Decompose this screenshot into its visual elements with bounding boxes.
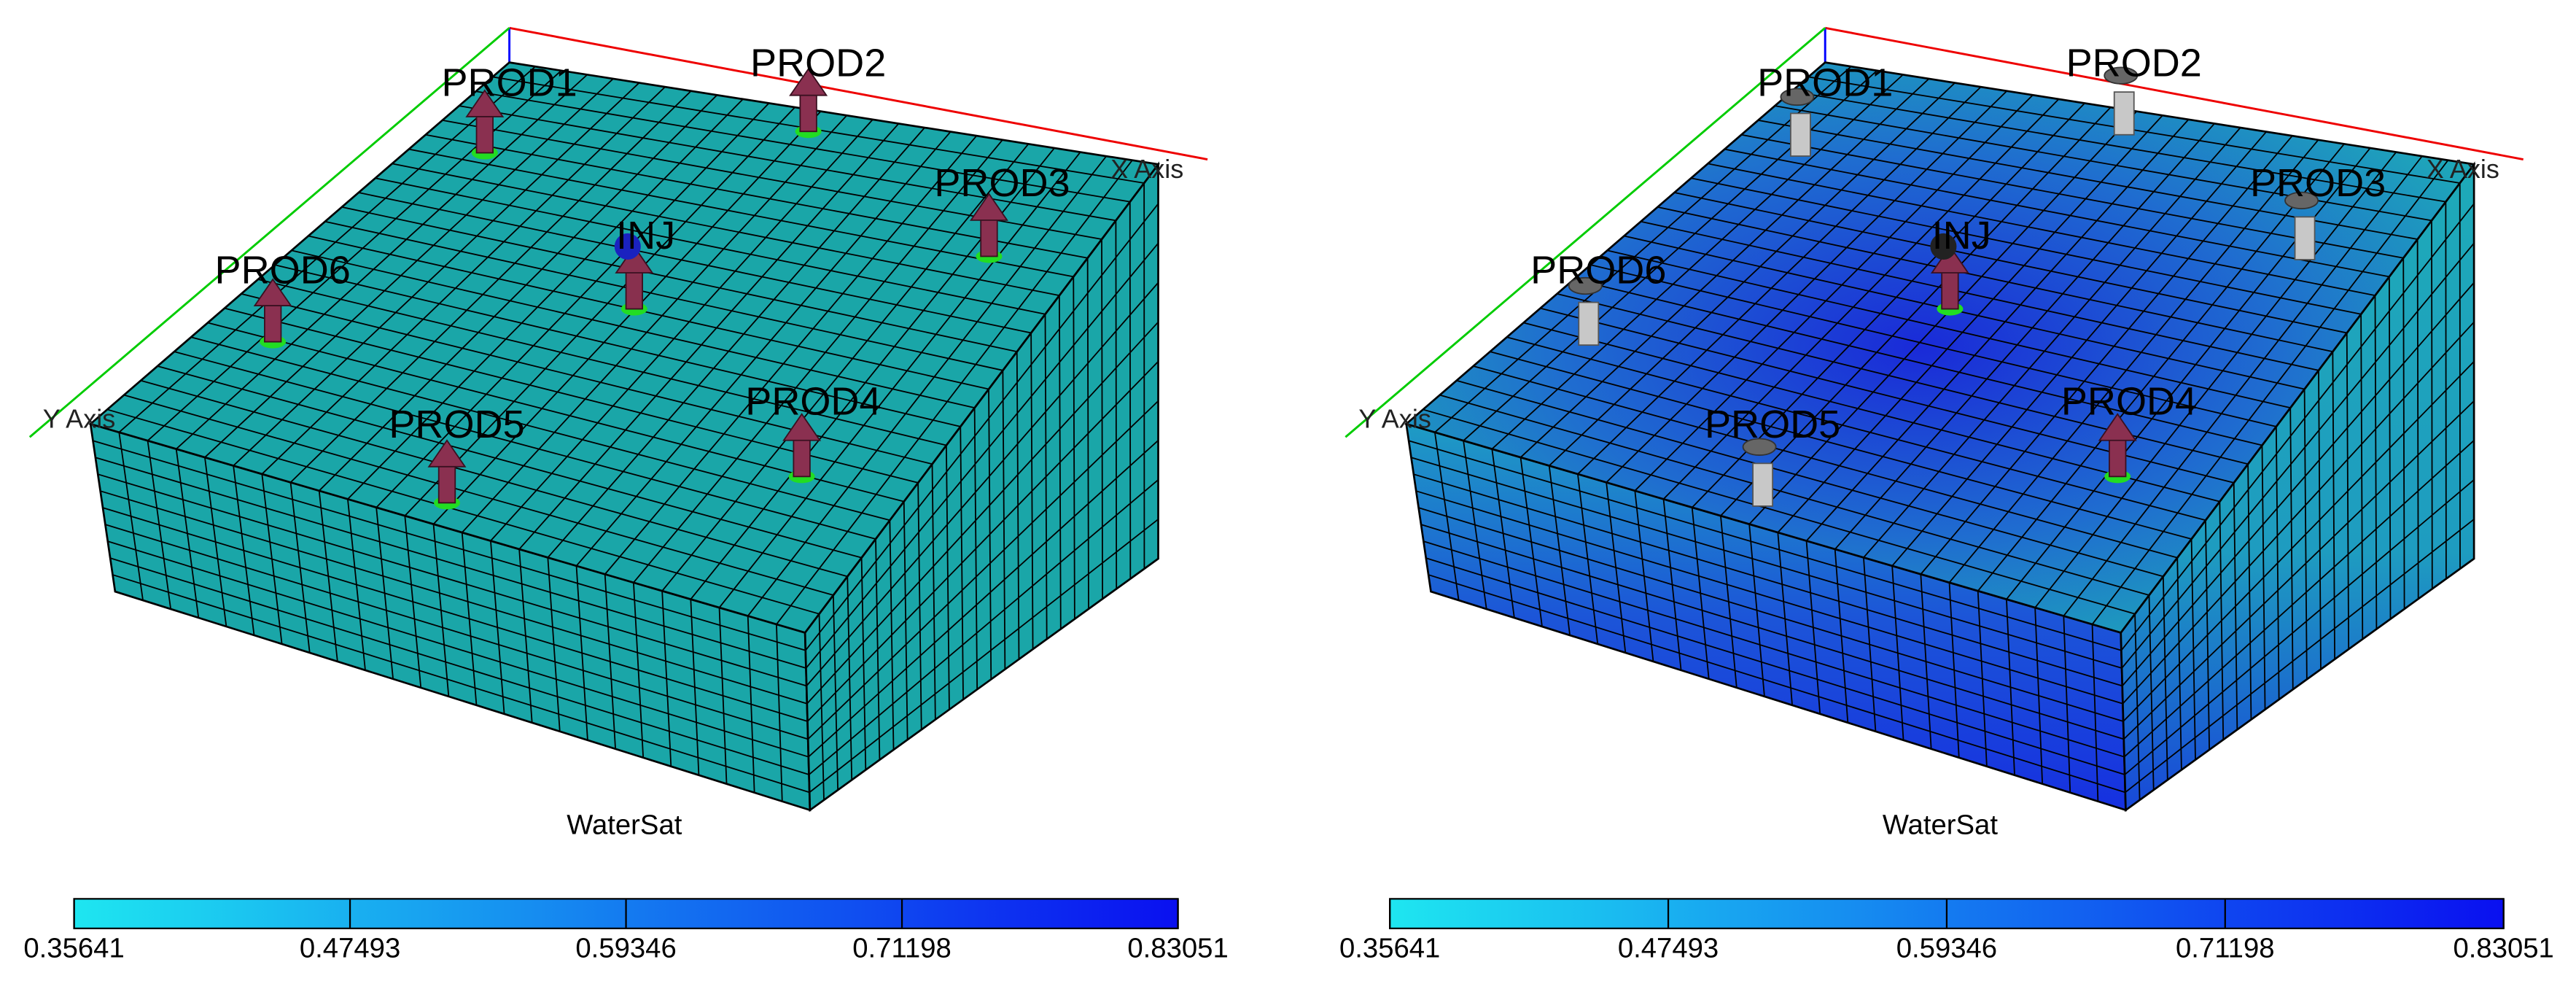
well-arrow xyxy=(427,439,467,468)
x-axis-line xyxy=(509,26,1208,160)
well-label: PROD1 xyxy=(441,61,577,104)
well-head xyxy=(614,233,641,260)
grid-lines xyxy=(805,182,1159,800)
well-arrow xyxy=(615,245,654,274)
well-label: PROD3 xyxy=(2250,161,2386,205)
colorbar-title: WaterSat xyxy=(1883,809,1998,840)
panel: X Axis Y Axis PROD1 PROD2 PROD3 INJ PROD6 PROD5… xyxy=(1339,26,2554,963)
x-axis-label: X Axis xyxy=(1110,154,1183,184)
colorbar-tick-label: 0.47493 xyxy=(1618,932,1719,963)
grid-lines xyxy=(93,432,810,802)
colorbar-title: WaterSat xyxy=(567,809,682,840)
well-pipe xyxy=(1789,112,1811,157)
well-arrow xyxy=(1930,245,1969,274)
well-arrow xyxy=(253,278,292,306)
colorbar-tick-label: 0.83051 xyxy=(2453,932,2553,963)
well-shaft xyxy=(625,268,643,310)
well-shaft xyxy=(475,112,494,154)
well-label: INJ xyxy=(616,214,675,257)
well-shaft xyxy=(264,301,282,343)
grid-lines xyxy=(106,66,1145,625)
well-arrow xyxy=(465,89,505,117)
well-shaft xyxy=(793,436,811,478)
well-arrow xyxy=(789,68,828,96)
well-label: PROD6 xyxy=(1530,248,1666,292)
well-arrow xyxy=(969,193,1008,221)
well-label: PROD4 xyxy=(745,380,881,424)
y-axis-line xyxy=(28,27,510,438)
y-axis-line xyxy=(1345,27,1826,438)
well-shaft xyxy=(437,462,456,504)
colorbar-tick-label: 0.71198 xyxy=(2176,932,2275,963)
grid-lines xyxy=(1408,432,2126,802)
well-label: PROD1 xyxy=(1757,61,1893,104)
colorbar-tick-label: 0.59346 xyxy=(575,932,676,963)
well-label: PROD5 xyxy=(389,403,524,446)
well-label: PROD3 xyxy=(934,161,1070,205)
panel: X Axis Y Axis PROD1 PROD2 PROD3 INJ PROD6 PROD5… xyxy=(23,26,1229,963)
colorbar-tick-label: 0.83051 xyxy=(1127,932,1228,963)
colorbar-tick-label: 0.71198 xyxy=(852,932,952,963)
colorbar-tick-label: 0.35641 xyxy=(1339,932,1440,963)
well-label: PROD4 xyxy=(2061,380,2197,424)
well-shaft xyxy=(1941,268,1959,310)
x-axis-label: X Axis xyxy=(2427,154,2499,184)
y-axis-label: Y Axis xyxy=(1358,403,1431,433)
y-axis-label: Y Axis xyxy=(43,403,115,433)
well-pipe xyxy=(1752,462,1774,507)
well-arrow xyxy=(782,413,822,441)
well-cap xyxy=(2284,191,2319,210)
well-label: INJ xyxy=(1932,214,1991,257)
colorbar-tick-label: 0.35641 xyxy=(23,932,124,963)
well-label: PROD5 xyxy=(1705,403,1840,446)
colorbar-tick-label: 0.47493 xyxy=(300,932,400,963)
well-label: PROD6 xyxy=(215,248,351,292)
grid-lines xyxy=(1423,66,2460,625)
grid-lines xyxy=(2120,182,2475,800)
well-label: PROD2 xyxy=(2066,41,2202,85)
well-cap xyxy=(1780,88,1815,106)
well-pipe xyxy=(1578,301,1600,346)
well-shaft xyxy=(980,216,998,257)
well-shaft xyxy=(799,91,817,133)
x-axis-line xyxy=(1824,26,2524,160)
well-pipe xyxy=(2113,91,2135,136)
well-label: PROD2 xyxy=(750,41,886,85)
well-shaft xyxy=(2109,436,2127,478)
well-cap xyxy=(1742,438,1777,456)
well-arrow xyxy=(2098,413,2137,441)
colorbar-tick-label: 0.59346 xyxy=(1896,932,1997,963)
well-pipe xyxy=(2294,216,2316,260)
well-cap xyxy=(1568,276,1603,295)
well-cap xyxy=(2104,66,2139,85)
well-head xyxy=(1930,233,1957,260)
